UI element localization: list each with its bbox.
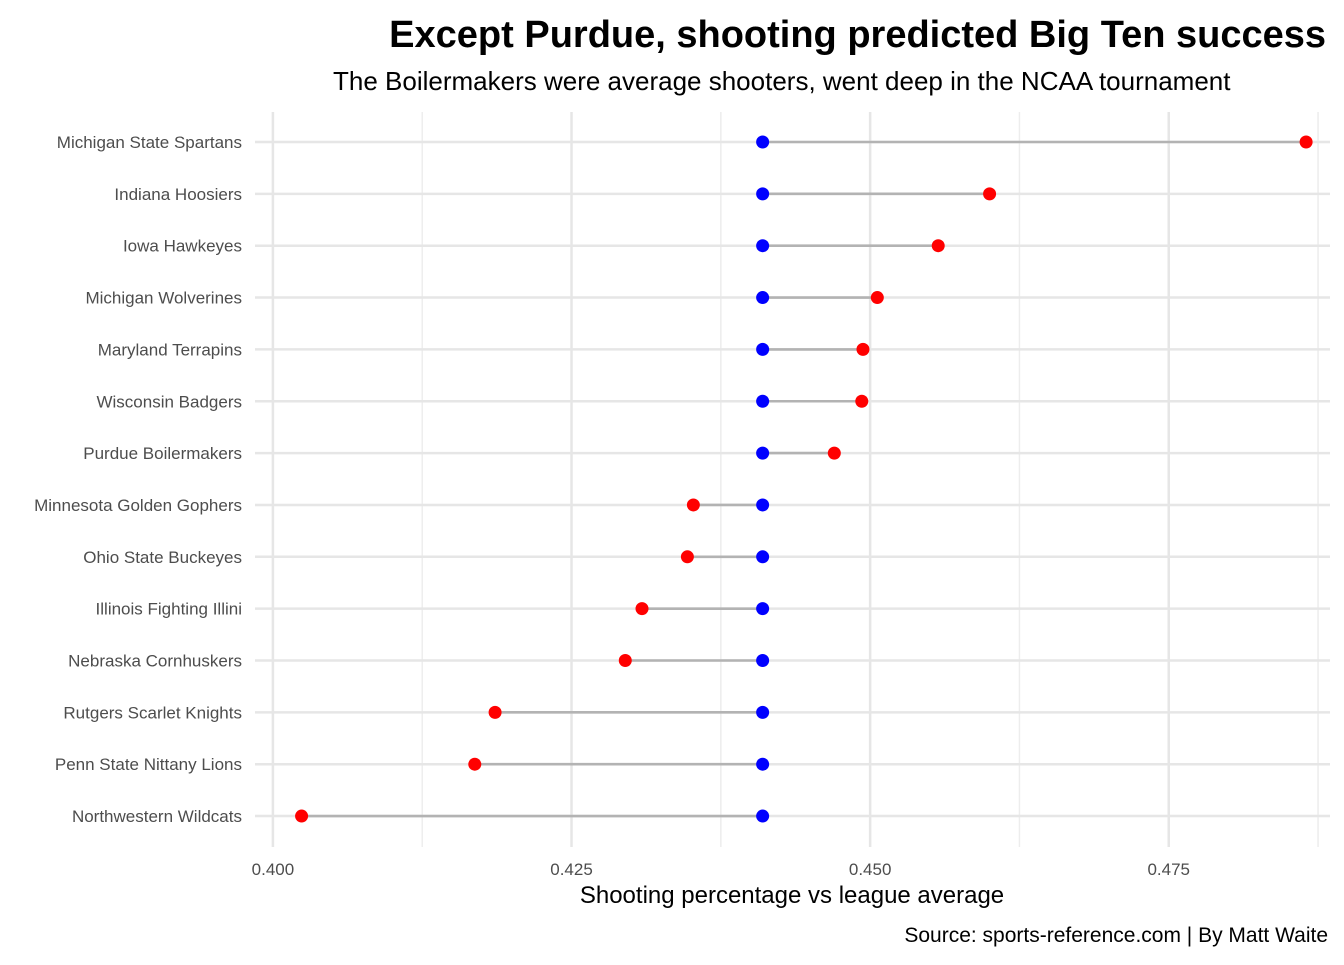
x-tick-label: 0.400 bbox=[252, 860, 295, 879]
y-tick-label: Ohio State Buckeyes bbox=[83, 548, 242, 567]
league-average-point bbox=[756, 602, 770, 616]
y-tick-label: Illinois Fighting Illini bbox=[96, 600, 242, 619]
y-tick-label: Northwestern Wildcats bbox=[72, 807, 242, 826]
league-average-point bbox=[756, 809, 770, 823]
league-average-point bbox=[756, 550, 770, 564]
y-tick-label: Indiana Hoosiers bbox=[114, 185, 242, 204]
y-tick-label: Michigan Wolverines bbox=[85, 289, 242, 308]
league-average-point bbox=[756, 705, 770, 719]
league-average-point bbox=[756, 394, 770, 408]
y-tick-label: Minnesota Golden Gophers bbox=[34, 496, 242, 515]
team-shooting-point bbox=[618, 654, 632, 667]
league-average-point bbox=[756, 187, 770, 201]
team-shooting-point bbox=[931, 239, 945, 253]
chart-subtitle: The Boilermakers were average shooters, … bbox=[333, 66, 1231, 96]
y-tick-label: Maryland Terrapins bbox=[98, 340, 242, 359]
x-tick-label: 0.425 bbox=[550, 860, 593, 879]
team-shooting-point bbox=[680, 550, 694, 564]
league-average-point bbox=[756, 342, 770, 356]
team-shooting-point bbox=[295, 809, 309, 823]
team-shooting-point bbox=[856, 342, 870, 356]
team-shooting-point bbox=[827, 446, 841, 460]
league-average-point bbox=[756, 135, 770, 149]
chart-caption: Source: sports-reference.com | By Matt W… bbox=[904, 924, 1328, 947]
team-shooting-point bbox=[870, 291, 884, 305]
team-shooting-point bbox=[488, 705, 502, 719]
chart-title: Except Purdue, shooting predicted Big Te… bbox=[389, 14, 1326, 56]
label-layer: 0.400 0.425 0.450 0.475 Michigan State Spart… bbox=[34, 133, 1190, 879]
grid-layer bbox=[255, 112, 1330, 847]
x-axis-label: Shooting percentage vs league average bbox=[580, 882, 1004, 909]
league-average-point bbox=[756, 446, 770, 460]
x-tick-label: 0.450 bbox=[849, 860, 892, 879]
league-average-point bbox=[756, 498, 770, 512]
y-tick-label: Michigan State Spartans bbox=[57, 133, 242, 152]
x-tick-label: 0.475 bbox=[1147, 860, 1190, 879]
league-average-point bbox=[756, 654, 770, 667]
point-layer bbox=[295, 135, 1313, 823]
league-average-point bbox=[756, 239, 770, 253]
league-average-point bbox=[756, 757, 770, 771]
team-shooting-point bbox=[686, 498, 700, 512]
y-tick-label: Purdue Boilermakers bbox=[83, 444, 242, 463]
team-shooting-point bbox=[1299, 135, 1313, 149]
y-tick-label: Penn State Nittany Lions bbox=[55, 755, 242, 774]
y-tick-label: Wisconsin Badgers bbox=[96, 392, 242, 411]
league-average-point bbox=[756, 291, 770, 305]
y-tick-label: Nebraska Cornhuskers bbox=[68, 652, 242, 671]
segment-layer bbox=[301, 140, 1307, 818]
team-shooting-point bbox=[855, 394, 869, 408]
team-shooting-point bbox=[468, 757, 482, 771]
y-tick-label: Iowa Hawkeyes bbox=[123, 237, 242, 256]
y-tick-label: Rutgers Scarlet Knights bbox=[63, 703, 242, 722]
team-shooting-point bbox=[635, 602, 649, 616]
team-shooting-point bbox=[983, 187, 997, 201]
